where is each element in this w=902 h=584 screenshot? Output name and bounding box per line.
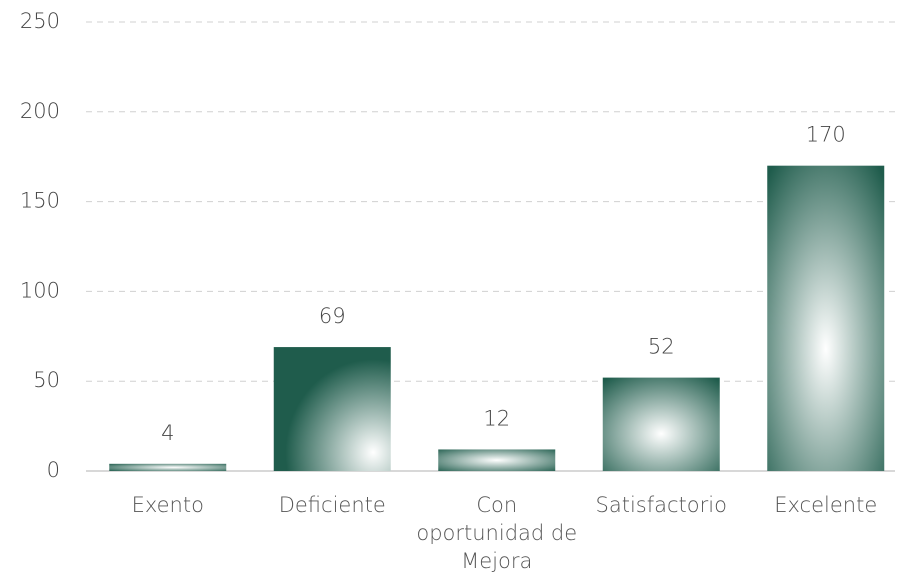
y-tick-label: 250: [20, 9, 60, 33]
y-tick-label: 200: [20, 99, 60, 123]
y-tick-label: 50: [33, 368, 60, 392]
y-tick-label: 100: [20, 278, 60, 302]
x-tick-label: Deficiente: [278, 493, 386, 517]
data-label: 4: [161, 421, 174, 445]
y-tick-label: 0: [47, 458, 60, 482]
x-tick-label: Satisfactorio: [595, 493, 727, 517]
data-label: 69: [319, 304, 346, 328]
data-label: 52: [648, 335, 675, 359]
bar: [438, 449, 556, 471]
bar: [109, 463, 227, 471]
bar: [602, 377, 720, 471]
x-tick-label: Exento: [131, 493, 204, 517]
data-label: 170: [806, 123, 846, 147]
x-tick-label: Con oportunidad de Mejora: [416, 493, 578, 573]
x-tick-label: Excelente: [774, 493, 878, 517]
bar: [767, 165, 885, 471]
data-label: 12: [483, 406, 510, 430]
y-tick-label: 150: [20, 189, 60, 213]
bar: [273, 347, 391, 471]
